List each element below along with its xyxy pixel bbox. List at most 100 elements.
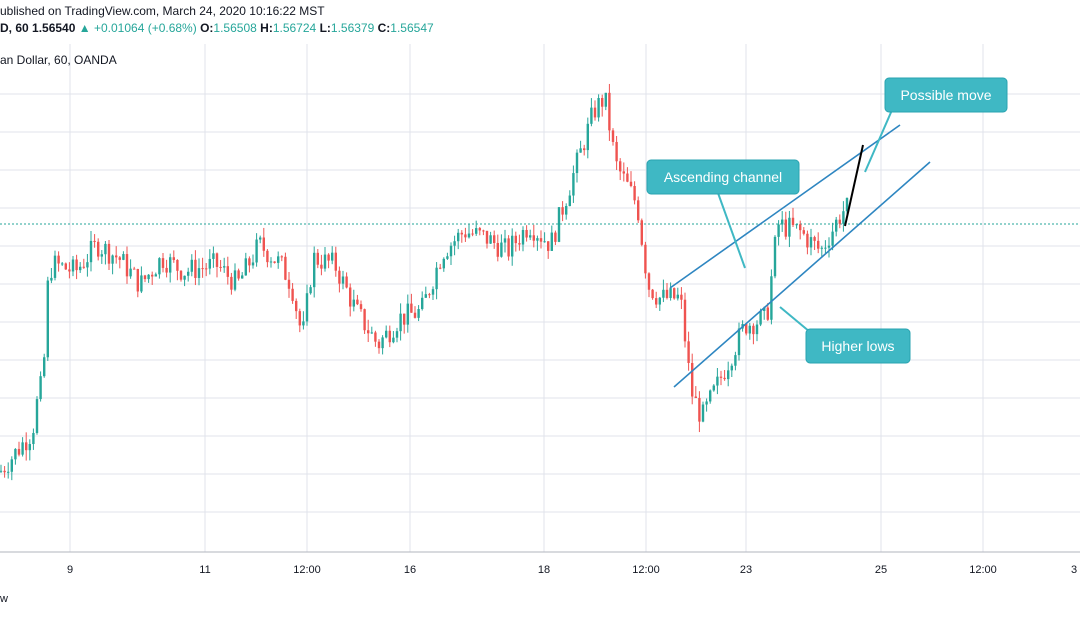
candle-body-191 (687, 341, 690, 363)
candle-body-223 (802, 230, 805, 234)
candle-body-215 (773, 236, 777, 277)
open-value: 1.56508 (213, 21, 257, 35)
symbol-description: an Dollar, 60, OANDA (0, 53, 117, 67)
candle-body-146 (525, 229, 528, 238)
candle-body-53 (190, 259, 193, 272)
candle-body-88 (316, 252, 319, 265)
candle-body-205 (737, 328, 741, 356)
candle-body-14 (50, 277, 53, 281)
candle-body-196 (705, 401, 708, 405)
candle-body-138 (496, 242, 499, 257)
candle-body-116 (417, 309, 420, 318)
candle-body-100 (359, 304, 363, 310)
candle-body-112 (403, 313, 406, 325)
candle-body-25 (89, 240, 93, 263)
candle-body-94 (338, 270, 341, 284)
candle-body-197 (709, 390, 712, 402)
candle-body-63 (226, 266, 229, 277)
candle-body-153 (550, 232, 553, 251)
candle-body-233 (838, 219, 841, 224)
candle-body-24 (86, 262, 89, 268)
candle-body-2 (7, 471, 10, 473)
candle-body-166 (597, 98, 600, 118)
candle-body-22 (79, 266, 82, 271)
candle-body-51 (183, 275, 186, 280)
low-value: 1.56379 (330, 21, 375, 35)
candle-body-147 (529, 235, 532, 238)
candle-body-150 (539, 238, 543, 242)
candle-body-30 (107, 243, 111, 264)
candle-body-62 (223, 266, 226, 268)
candle-body-218 (784, 219, 787, 237)
candle-body-192 (691, 362, 694, 397)
candle-body-80 (287, 279, 291, 289)
candle-body-117 (421, 297, 424, 310)
candle-body-184 (662, 289, 665, 298)
candle-body-144 (518, 243, 521, 245)
candle-body-155 (557, 207, 561, 242)
candle-body-212 (763, 307, 766, 311)
candle-body-119 (428, 294, 431, 296)
candle-body-165 (593, 107, 597, 118)
candle-body-133 (478, 228, 481, 231)
candle-body-8 (28, 444, 31, 451)
candle-body-89 (320, 264, 323, 269)
candle-body-162 (583, 148, 586, 151)
candle-body-86 (309, 287, 312, 294)
candle-body-219 (788, 217, 791, 237)
candle-body-64 (230, 276, 233, 290)
x-tick-label-6: 12:00 (632, 564, 660, 576)
candle-body-67 (241, 275, 244, 279)
candle-body-145 (521, 229, 525, 245)
candle-body-183 (658, 297, 661, 305)
high-label: H: (260, 21, 273, 35)
candle-body-114 (410, 303, 413, 313)
candle-body-141 (507, 238, 510, 257)
possible-move-line (844, 144, 864, 227)
candle-body-207 (745, 324, 748, 334)
possible-move-callout: Possible move (864, 77, 1008, 173)
channel-lower-line (673, 161, 931, 388)
candle-body-229 (824, 247, 827, 249)
candle-body-154 (554, 232, 557, 242)
x-tick-label-1: 11 (199, 564, 210, 576)
candle-body-187 (673, 288, 676, 299)
candle-body-111 (399, 313, 402, 332)
candle-body-188 (676, 294, 679, 299)
candle-body-85 (305, 293, 309, 322)
candle-body-235 (845, 197, 849, 212)
candle-body-203 (730, 365, 733, 371)
high-value: 1.56724 (272, 21, 317, 35)
chart-grid (0, 44, 1080, 552)
candle-body-96 (345, 276, 348, 288)
x-tick-label-5: 18 (538, 564, 550, 576)
candle-body-82 (295, 300, 298, 312)
candle-body-73 (262, 237, 265, 251)
candle-body-169 (608, 92, 611, 131)
candle-body-199 (716, 376, 719, 386)
candle-body-36 (129, 268, 132, 277)
candle-body-126 (453, 241, 456, 246)
candle-body-135 (485, 230, 489, 244)
candle-body-29 (104, 243, 107, 255)
candle-body-167 (601, 98, 604, 107)
candle-body-208 (748, 325, 751, 334)
candle-body-34 (122, 254, 125, 260)
candle-body-27 (97, 241, 100, 257)
candle-body-128 (460, 232, 463, 235)
candle-body-202 (727, 370, 730, 380)
candle-body-228 (820, 247, 823, 249)
higher-lows-label: Higher lows (821, 338, 894, 354)
candle-body-115 (413, 312, 417, 318)
candle-body-76 (273, 261, 276, 263)
candle-body-180 (647, 273, 651, 290)
candle-body-48 (172, 257, 175, 260)
candle-body-66 (237, 270, 240, 279)
candle-body-95 (341, 276, 345, 284)
candle-body-90 (323, 254, 327, 269)
candle-body-60 (215, 253, 219, 267)
candle-body-83 (298, 311, 301, 326)
candle-body-124 (446, 256, 449, 259)
candle-body-179 (644, 244, 647, 274)
candle-body-118 (424, 294, 427, 298)
